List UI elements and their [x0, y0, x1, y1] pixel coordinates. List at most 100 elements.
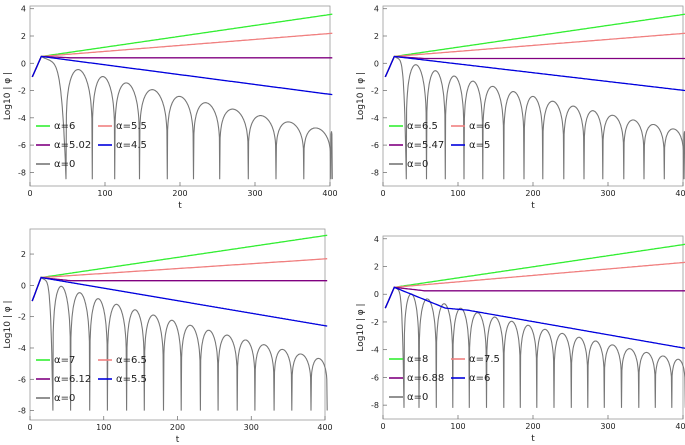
x-tick-label: 400	[322, 189, 337, 198]
y-tick-label: -8	[371, 401, 379, 410]
legend-label: α=5.5	[116, 374, 147, 385]
x-tick-label: 300	[600, 422, 615, 431]
y-tick-label: -2	[371, 318, 379, 327]
chart-panel-bottom-right: 0 100 200 300 400 4 2 0 -2 -4 -6 -8 t Log10 | φ | α=8 α…	[356, 235, 685, 444]
series-line	[384, 286, 685, 408]
series-line	[31, 258, 328, 302]
x-axis-title: t	[178, 201, 182, 211]
legend-label: α=6	[54, 121, 75, 132]
chart-panel-top-left: 0 100 200 300 400 4 2 0 -2 -4 -6 -8 t Log10 | φ | α=6 α…	[3, 5, 338, 211]
series-line	[31, 13, 333, 78]
x-tick-label: 200	[170, 423, 185, 432]
y-tick-label: -2	[18, 87, 26, 96]
y-axis-title: Log10 | φ |	[3, 72, 13, 120]
series-line	[31, 234, 328, 302]
y-tick-label: 0	[21, 59, 26, 68]
y-tick-label: -6	[18, 141, 26, 150]
legend-label: α=5	[469, 140, 490, 151]
y-tick-label: -8	[18, 168, 26, 177]
series-line	[384, 286, 685, 309]
y-tick-label: 4	[374, 5, 379, 14]
series-line	[31, 55, 333, 78]
series-line	[31, 276, 328, 302]
x-tick-label: 100	[96, 423, 111, 432]
legend-label: α=6	[469, 121, 490, 132]
legend-label: α=5.47	[407, 140, 444, 151]
chart-panel-bottom-left: 0 100 200 300 400 2 0 -2 -4 -6 -8 t Log10 | φ | α=7 α=…	[3, 228, 333, 445]
legend-label: α=6.5	[116, 355, 147, 366]
y-tick-label: 0	[374, 290, 379, 299]
x-tick-label: 0	[27, 189, 32, 198]
series-line	[384, 55, 685, 78]
y-tick-label: 2	[374, 263, 379, 272]
x-tick-label: 100	[450, 422, 465, 431]
legend-label: α=6.88	[407, 373, 444, 384]
legend-label: α=0	[54, 393, 75, 404]
y-tick-label: 4	[374, 235, 379, 244]
series-line	[384, 32, 685, 78]
y-tick-label: -6	[371, 373, 379, 382]
series-line	[31, 276, 328, 327]
x-tick-label: 100	[450, 189, 465, 198]
x-tick-label: 300	[600, 189, 615, 198]
y-tick-label: -2	[18, 313, 26, 322]
legend-label: α=7	[54, 355, 75, 366]
x-tick-label: 0	[27, 423, 32, 432]
legend-label: α=6.12	[54, 374, 91, 385]
y-tick-label: 0	[374, 59, 379, 68]
y-tick-label: -8	[18, 407, 26, 416]
y-tick-label: -4	[18, 114, 26, 123]
y-tick-label: 0	[21, 281, 26, 290]
series-line	[31, 55, 333, 180]
legend-label: α=5.02	[54, 140, 91, 151]
series-line	[384, 261, 685, 309]
chart-panel-top-right: 0 100 200 300 400 4 2 0 -2 -4 -6 -8 t Log10 | φ | α=6.…	[356, 5, 685, 211]
legend-label: α=5.5	[116, 121, 147, 132]
series-line	[31, 32, 333, 78]
x-axis-title: t	[531, 434, 535, 444]
y-tick-label: -8	[371, 168, 379, 177]
x-axis-title: t	[531, 201, 535, 211]
x-axis-title: t	[176, 435, 180, 445]
series-line	[384, 13, 685, 78]
series-line	[384, 55, 685, 92]
x-tick-label: 200	[525, 422, 540, 431]
legend-label: α=8	[407, 354, 428, 365]
x-tick-label: 100	[97, 189, 112, 198]
y-tick-label: -6	[18, 375, 26, 384]
x-tick-label: 200	[172, 189, 187, 198]
legend-label: α=0	[54, 159, 75, 170]
x-tick-label: 400	[675, 189, 685, 198]
y-axis-title: Log10 | φ |	[356, 303, 366, 351]
legend-label: α=7.5	[469, 354, 500, 365]
x-tick-label: 0	[380, 189, 385, 198]
series-line	[384, 55, 685, 180]
y-tick-label: 2	[21, 32, 26, 41]
series-line	[31, 55, 333, 96]
x-tick-label: 0	[380, 422, 385, 431]
y-tick-label: -6	[371, 141, 379, 150]
y-tick-label: -4	[371, 114, 379, 123]
x-tick-label: 300	[247, 189, 262, 198]
legend-label: α=6.5	[407, 121, 438, 132]
legend-label: α=4.5	[116, 140, 147, 151]
y-tick-label: 4	[21, 5, 26, 14]
y-tick-label: -4	[371, 346, 379, 355]
legend-label: α=0	[407, 392, 428, 403]
x-tick-label: 400	[675, 422, 685, 431]
x-tick-label: 400	[317, 423, 332, 432]
series-line	[384, 243, 685, 309]
y-tick-label: 2	[21, 250, 26, 259]
y-tick-label: -4	[18, 344, 26, 353]
legend-label: α=0	[407, 159, 428, 170]
series-line	[384, 286, 685, 349]
y-axis-title: Log10 | φ |	[3, 300, 13, 348]
legend-label: α=6	[469, 373, 490, 384]
x-tick-label: 200	[525, 189, 540, 198]
y-axis-title: Log10 | φ |	[356, 72, 366, 120]
x-tick-label: 300	[244, 423, 259, 432]
y-tick-label: -2	[371, 87, 379, 96]
series-line	[31, 276, 328, 411]
y-tick-label: 2	[374, 32, 379, 41]
